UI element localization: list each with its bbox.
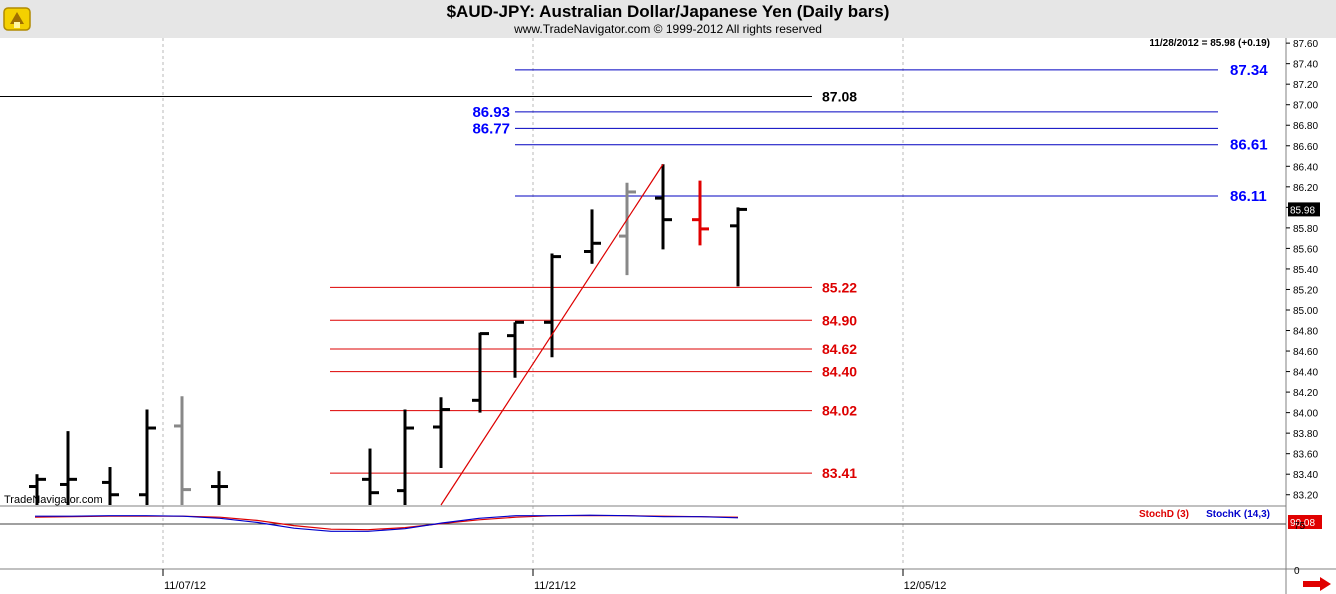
axis-tick-label: 86.20 <box>1293 183 1318 194</box>
level-label: 85.22 <box>822 279 857 295</box>
axis-tick-label: 87.60 <box>1293 39 1318 50</box>
ohlc-bar <box>730 207 747 287</box>
ohlc-bar <box>692 180 709 246</box>
trend-line-segment <box>440 163 664 506</box>
axis-tick-label: 85.40 <box>1293 265 1318 276</box>
axis-tick-label: 84.60 <box>1293 347 1318 358</box>
axis-tick-label: 84.00 <box>1293 409 1318 420</box>
panel-frame <box>0 38 1336 594</box>
axis-tick-label: 84.80 <box>1293 327 1318 338</box>
level-label: 86.77 <box>472 120 510 137</box>
axis-tick-label: 86.40 <box>1293 162 1318 173</box>
trend-line <box>440 163 664 506</box>
level-label: 83.41 <box>822 465 857 481</box>
price-bars <box>29 164 747 505</box>
price-readout: 11/28/2012 = 85.98 (+0.19) <box>1149 38 1270 49</box>
chart-header: $AUD-JPY: Australian Dollar/Japanese Yen… <box>0 0 1336 38</box>
date-tick-label: 12/05/12 <box>904 580 947 592</box>
level-label: 84.02 <box>822 403 857 419</box>
stoch-value-label: 90.08 <box>1290 518 1315 529</box>
axis-tick-label: 85.00 <box>1293 306 1318 317</box>
axis-tick-label: 83.60 <box>1293 450 1318 461</box>
date-tick-label: 11/07/12 <box>164 580 206 592</box>
ohlc-bar <box>362 448 379 505</box>
stoch-d-legend: StochD (3) <box>1139 509 1189 520</box>
level-label: 87.08 <box>822 89 857 105</box>
axis-tick-label: 87.40 <box>1293 60 1318 71</box>
level-label: 87.34 <box>1230 62 1268 79</box>
level-label: 84.62 <box>822 341 857 357</box>
level-label: 86.61 <box>1230 137 1268 154</box>
copyright-notice: www.TradeNavigator.com © 1999-2012 All r… <box>514 22 822 36</box>
axis-tick-label: 83.20 <box>1293 491 1318 502</box>
grid-lines <box>162 38 904 566</box>
axis-background <box>1286 38 1336 594</box>
last-price-badge <box>1288 202 1320 217</box>
stoch-k-legend: StochK (14,3) <box>1206 509 1270 520</box>
axis-tick-label: 84.40 <box>1293 368 1318 379</box>
ohlc-bar <box>29 474 46 505</box>
ohlc-bar <box>584 209 601 264</box>
ohlc-bar <box>544 253 561 358</box>
ohlc-bar <box>60 431 77 505</box>
axis-tick-label: 85.20 <box>1293 285 1318 296</box>
ohlc-bar <box>397 409 414 505</box>
stoch-axis-label: 0 <box>1294 566 1300 577</box>
last-price-label: 85.98 <box>1290 205 1315 216</box>
axis-tick-label: 85.60 <box>1293 244 1318 255</box>
level-label: 84.40 <box>822 364 857 380</box>
date-tick-label: 11/21/12 <box>534 580 576 592</box>
ohlc-bar <box>102 467 119 505</box>
level-label: 86.11 <box>1230 188 1267 205</box>
ohlc-bar <box>619 182 636 276</box>
axis-tick-label: 83.80 <box>1293 429 1318 440</box>
trade-navigator-logo-icon <box>3 7 31 31</box>
level-label: 84.90 <box>822 312 857 328</box>
ohlc-bar <box>472 332 489 413</box>
axis-tick-label: 85.80 <box>1293 224 1318 235</box>
ohlc-bar <box>433 397 450 469</box>
ohlc-bar <box>211 471 228 505</box>
ohlc-bar <box>655 164 672 250</box>
axis-tick-label: 86.80 <box>1293 121 1318 132</box>
axis-tick-label: 83.40 <box>1293 470 1318 481</box>
date-axis: 11/07/12 11/21/12 12/05/12 <box>162 569 947 592</box>
axis-tick-label: 87.20 <box>1293 80 1318 91</box>
stoch-value-badge <box>1288 515 1322 529</box>
axis-tick-label: 84.20 <box>1293 388 1318 399</box>
ohlc-bar <box>507 320 524 378</box>
watermark-text: TradeNavigator.com <box>4 494 103 506</box>
price-axis: 87.60 87.40 87.20 87.00 86.80 86.60 86.40 86.20… <box>1286 39 1320 502</box>
level-label: 86.93 <box>472 104 510 121</box>
stoch-k-line <box>35 514 739 532</box>
axis-tick-label: 86.60 <box>1293 142 1318 153</box>
ohlc-bar <box>139 409 156 505</box>
stoch-axis-label: 75 <box>1294 521 1306 532</box>
axis-tick-label: 87.00 <box>1293 101 1318 112</box>
scroll-right-arrow-icon[interactable] <box>1302 577 1332 591</box>
chart-title: $AUD-JPY: Australian Dollar/Japanese Yen… <box>446 2 890 21</box>
ohlc-bar <box>174 396 191 505</box>
